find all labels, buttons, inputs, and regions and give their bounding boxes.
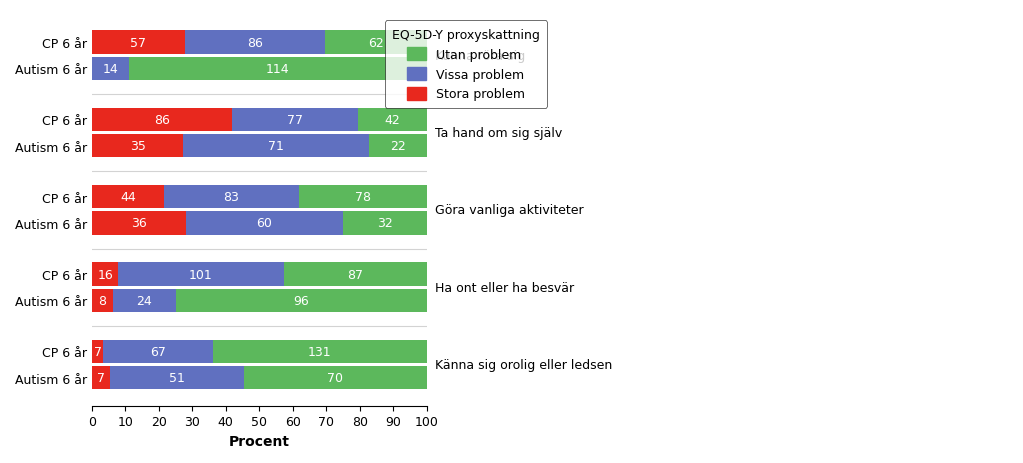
Text: Ta hand om sig själv: Ta hand om sig själv bbox=[435, 127, 562, 140]
Bar bbox=[92, 340, 103, 363]
Text: 8: 8 bbox=[98, 294, 106, 307]
Text: 57: 57 bbox=[131, 37, 146, 50]
Bar bbox=[92, 289, 113, 313]
Text: Känna sig orolig eller ledsen: Känna sig orolig eller ledsen bbox=[435, 358, 612, 371]
Bar bbox=[183, 135, 369, 158]
Bar bbox=[129, 57, 427, 81]
Text: 67: 67 bbox=[150, 345, 166, 358]
Text: 62: 62 bbox=[368, 37, 384, 50]
Bar bbox=[92, 263, 119, 286]
Text: 7: 7 bbox=[94, 345, 101, 358]
Text: 14: 14 bbox=[102, 63, 119, 75]
Text: 60: 60 bbox=[257, 217, 272, 230]
Bar bbox=[110, 366, 243, 389]
Text: 35: 35 bbox=[130, 140, 145, 153]
Bar bbox=[213, 340, 427, 363]
Text: Ha ont eller ha besvär: Ha ont eller ha besvär bbox=[435, 281, 574, 294]
Text: 78: 78 bbox=[355, 191, 371, 204]
Bar bbox=[103, 340, 213, 363]
Bar bbox=[343, 212, 427, 235]
Text: 42: 42 bbox=[385, 113, 400, 126]
Bar bbox=[283, 263, 427, 286]
Text: Kunna röra sig: Kunna röra sig bbox=[435, 50, 525, 63]
Text: 77: 77 bbox=[287, 113, 303, 126]
Bar bbox=[243, 366, 427, 389]
Text: 22: 22 bbox=[390, 140, 406, 153]
Bar bbox=[232, 108, 358, 132]
Text: 71: 71 bbox=[268, 140, 284, 153]
Text: 70: 70 bbox=[327, 371, 343, 384]
Text: 16: 16 bbox=[97, 268, 113, 281]
Bar bbox=[113, 289, 176, 313]
Bar bbox=[92, 31, 185, 55]
Bar bbox=[92, 212, 186, 235]
Bar bbox=[92, 366, 110, 389]
Text: 83: 83 bbox=[224, 191, 239, 204]
Text: 86: 86 bbox=[154, 113, 170, 126]
X-axis label: Procent: Procent bbox=[229, 434, 290, 448]
Text: 101: 101 bbox=[189, 268, 213, 281]
Text: 87: 87 bbox=[347, 268, 363, 281]
Text: 36: 36 bbox=[131, 217, 147, 230]
Bar bbox=[300, 186, 427, 209]
Bar bbox=[92, 108, 232, 132]
Bar bbox=[92, 57, 129, 81]
Bar bbox=[369, 135, 427, 158]
Text: 86: 86 bbox=[248, 37, 263, 50]
Bar bbox=[325, 31, 427, 55]
Text: Göra vanliga aktiviteter: Göra vanliga aktiviteter bbox=[435, 204, 583, 217]
Bar bbox=[185, 31, 325, 55]
Text: 131: 131 bbox=[308, 345, 331, 358]
Text: 7: 7 bbox=[97, 371, 105, 384]
Text: 96: 96 bbox=[294, 294, 309, 307]
Bar bbox=[164, 186, 300, 209]
Bar bbox=[186, 212, 343, 235]
Bar bbox=[358, 108, 427, 132]
Bar bbox=[119, 263, 283, 286]
Text: 44: 44 bbox=[120, 191, 136, 204]
Text: 114: 114 bbox=[266, 63, 290, 75]
Text: 32: 32 bbox=[376, 217, 393, 230]
Text: 24: 24 bbox=[136, 294, 152, 307]
Legend: Utan problem, Vissa problem, Stora problem: Utan problem, Vissa problem, Stora probl… bbox=[385, 21, 547, 109]
Bar bbox=[92, 135, 183, 158]
Bar bbox=[176, 289, 427, 313]
Bar bbox=[92, 186, 164, 209]
Text: 51: 51 bbox=[169, 371, 185, 384]
